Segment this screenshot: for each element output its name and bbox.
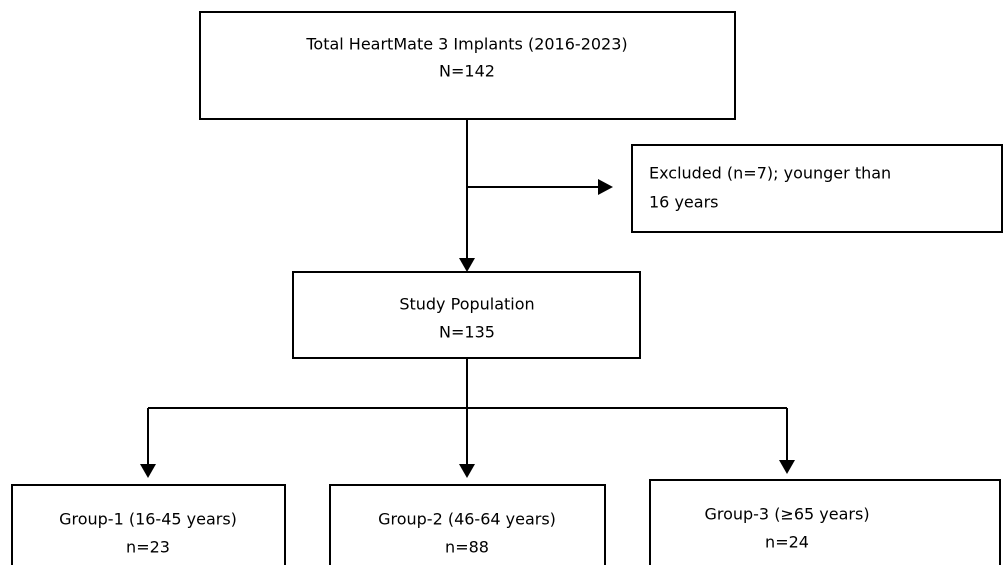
box-text: Excluded (n=7); younger than bbox=[649, 164, 891, 183]
box-text: N=135 bbox=[439, 323, 495, 342]
group-box bbox=[649, 479, 1001, 565]
box-text: N=142 bbox=[439, 62, 495, 81]
total-box bbox=[199, 11, 736, 120]
group-box bbox=[329, 484, 606, 565]
box-text: 16 years bbox=[649, 193, 718, 212]
box-text: Group-1 (16-45 years) bbox=[59, 510, 237, 529]
box-text: Study Population bbox=[399, 295, 534, 314]
arrow-head bbox=[459, 464, 475, 478]
arrow-head bbox=[598, 179, 613, 195]
box-text: n=24 bbox=[765, 533, 809, 552]
box-text: Total HeartMate 3 Implants (2016-2023) bbox=[305, 35, 627, 54]
arrow-head bbox=[459, 258, 475, 272]
box-text: Group-3 (≥65 years) bbox=[704, 505, 869, 524]
box-text: n=23 bbox=[126, 538, 170, 557]
arrow-head bbox=[779, 460, 795, 474]
arrow-head bbox=[140, 464, 156, 478]
group-box bbox=[11, 484, 286, 565]
box-text: Group-2 (46-64 years) bbox=[378, 510, 556, 529]
box-text: n=88 bbox=[445, 538, 489, 557]
study-box bbox=[292, 271, 641, 359]
excluded-box bbox=[631, 144, 1003, 233]
